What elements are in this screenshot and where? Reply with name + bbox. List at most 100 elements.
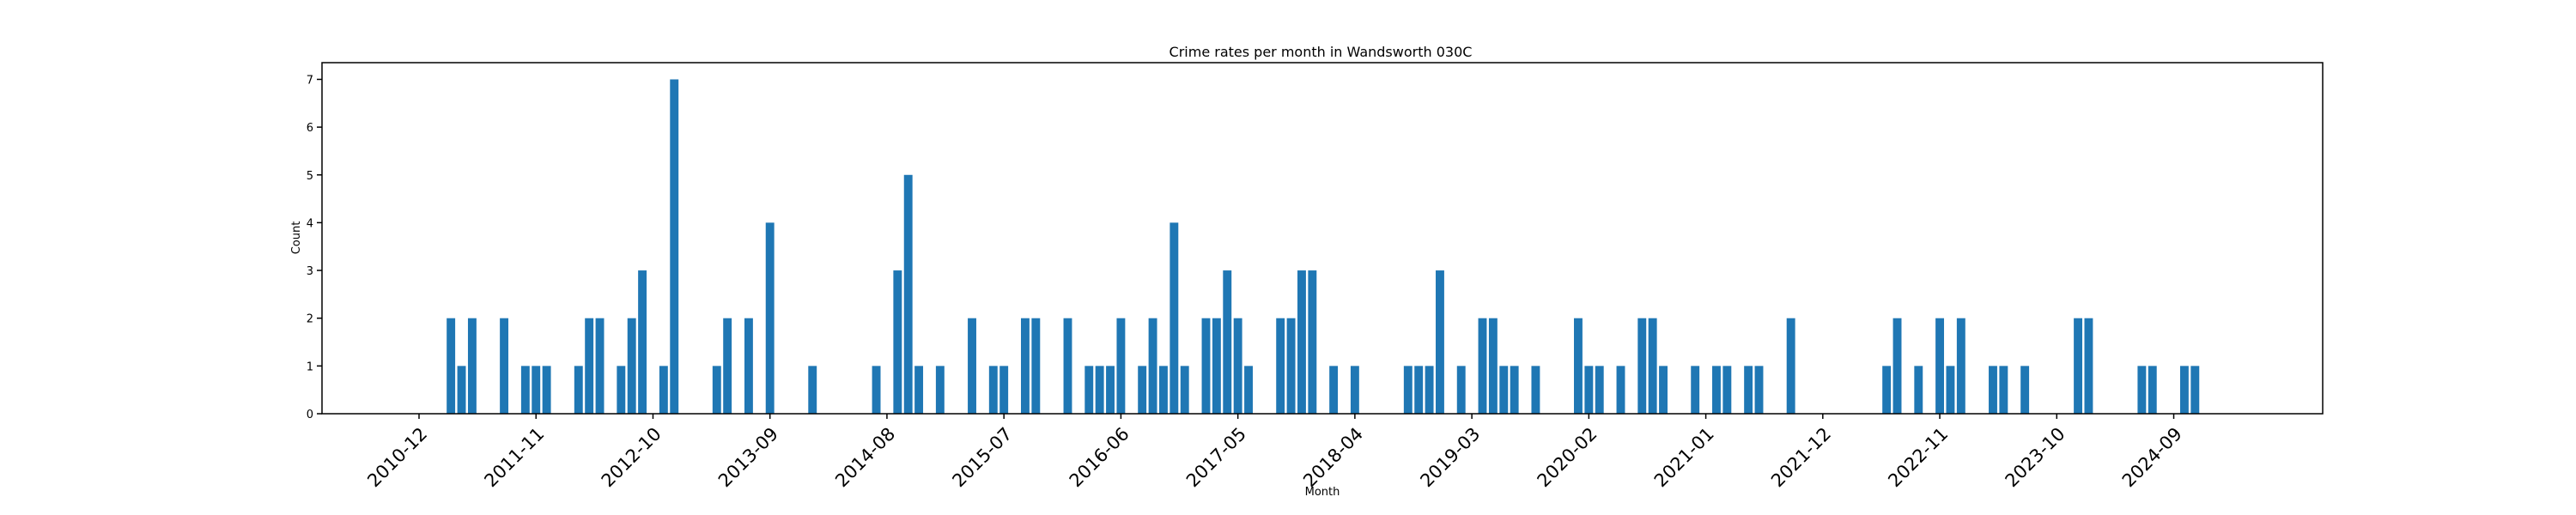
bar-2018-02	[1329, 366, 1339, 414]
bar-2024-01	[2084, 318, 2093, 414]
x-tick-label: 2015-07	[948, 423, 1016, 491]
x-tick-label: 2020-02	[1534, 423, 1601, 491]
bar-2020-08	[1648, 318, 1657, 414]
bar-2016-06	[1116, 318, 1126, 414]
bar-2017-03	[1212, 318, 1221, 414]
bar-2019-07	[1510, 366, 1519, 414]
bar-2020-02	[1584, 366, 1594, 414]
bar-2018-09	[1403, 366, 1413, 414]
bar-2024-10	[2179, 366, 2189, 414]
bar-2016-05	[1106, 366, 1115, 414]
x-axis-label: Month	[1305, 486, 1340, 499]
x-tick-label: 2021-12	[1767, 423, 1835, 491]
bar-2021-09	[1786, 318, 1795, 414]
bar-2014-09	[893, 270, 902, 414]
bar-2023-12	[2074, 318, 2083, 414]
x-tick-label: 2014-08	[831, 423, 899, 491]
bar-2021-05	[1744, 366, 1753, 414]
bar-2015-06	[988, 366, 998, 414]
bar-2022-12	[1946, 366, 1955, 414]
bar-2019-04	[1478, 318, 1487, 414]
bar-2017-05	[1233, 318, 1242, 414]
bar-2012-07	[617, 366, 626, 414]
y-tick-label: 6	[307, 122, 313, 135]
y-tick-label: 7	[307, 74, 313, 87]
bar-2020-12	[1691, 366, 1700, 414]
bar-2013-09	[765, 222, 775, 414]
bar-2018-12	[1436, 270, 1444, 414]
bar-2019-06	[1499, 366, 1509, 414]
bar-2019-05	[1488, 318, 1498, 414]
bar-2022-11	[1935, 318, 1945, 414]
bar-2016-04	[1095, 366, 1104, 414]
y-tick-label: 5	[307, 170, 313, 183]
bar-2012-03	[574, 366, 583, 414]
bar-2016-11	[1170, 222, 1179, 414]
bar-2011-12	[542, 366, 551, 414]
bar-2012-11	[659, 366, 668, 414]
plot-frame	[321, 62, 2324, 415]
bar-2015-09	[1020, 318, 1030, 414]
bar-2018-10	[1414, 366, 1424, 414]
x-tick-label: 2023-10	[2002, 423, 2069, 491]
bar-2013-04	[712, 366, 721, 414]
bar-2024-07	[2148, 366, 2157, 414]
bar-2022-07	[1893, 318, 1902, 414]
bar-2016-10	[1159, 366, 1168, 414]
x-tick-label: 2024-09	[2118, 423, 2186, 491]
bar-2023-07	[2020, 366, 2030, 414]
bar-2016-01	[1063, 318, 1072, 414]
y-axis-label: Count	[290, 221, 303, 255]
bar-2016-09	[1148, 318, 1157, 414]
bar-2012-04	[585, 318, 594, 414]
bar-2022-09	[1914, 366, 1923, 414]
bar-2017-02	[1201, 318, 1211, 414]
x-axis: 2010-12 2011-11 2012-10 2013-09 2014-08 2015-…	[363, 414, 2186, 491]
bar-2020-07	[1637, 318, 1647, 414]
bar-2013-05	[723, 318, 732, 414]
x-tick-label: 2010-12	[363, 423, 431, 491]
bar-2017-04	[1223, 270, 1232, 414]
bar-2015-10	[1031, 318, 1041, 414]
bar-2023-05	[1999, 366, 2008, 414]
y-tick-label: 2	[307, 313, 313, 326]
bar-2014-10	[903, 174, 913, 414]
x-tick-label: 2011-11	[481, 423, 549, 491]
bar-2016-03	[1084, 366, 1094, 414]
bar-2019-02	[1456, 366, 1466, 414]
bar-2024-11	[2190, 366, 2200, 414]
x-tick-label: 2016-06	[1066, 423, 1133, 491]
chart-title: Crime rates per month in Wandsworth 030C	[1170, 44, 1473, 60]
bar-2014-01	[808, 366, 817, 414]
y-tick-label: 3	[307, 265, 313, 278]
bar-2017-09	[1276, 318, 1285, 414]
x-tick-label: 2013-09	[714, 423, 782, 491]
bar-2020-03	[1595, 366, 1604, 414]
x-tick-label: 2021-01	[1650, 423, 1718, 491]
bar-2017-12	[1308, 270, 1317, 414]
bar-2017-10	[1286, 318, 1296, 414]
bar-2020-09	[1659, 366, 1668, 414]
bar-2016-08	[1138, 366, 1147, 414]
y-axis: 0 1 2 3 4 5 6 7	[307, 74, 322, 421]
bar-2014-11	[914, 366, 924, 414]
bar-2018-04	[1350, 366, 1359, 414]
bar-2012-12	[670, 79, 679, 414]
bar-2023-01	[1956, 318, 1965, 414]
bar-2022-06	[1882, 366, 1892, 414]
bar-2024-06	[2137, 366, 2147, 414]
bar-2021-02	[1712, 366, 1721, 414]
x-tick-label: 2012-10	[598, 423, 665, 491]
bar-2016-12	[1180, 366, 1189, 414]
bar-2021-06	[1754, 366, 1764, 414]
bar-2013-07	[744, 318, 753, 414]
bar-2019-09	[1531, 366, 1540, 414]
bar-2011-04	[457, 366, 466, 414]
y-tick-label: 1	[307, 360, 313, 373]
bars-group	[447, 79, 2200, 414]
bar-2011-05	[467, 318, 477, 414]
bar-2011-08	[500, 318, 509, 414]
y-tick-label: 4	[307, 217, 313, 230]
bar-2017-11	[1297, 270, 1306, 414]
